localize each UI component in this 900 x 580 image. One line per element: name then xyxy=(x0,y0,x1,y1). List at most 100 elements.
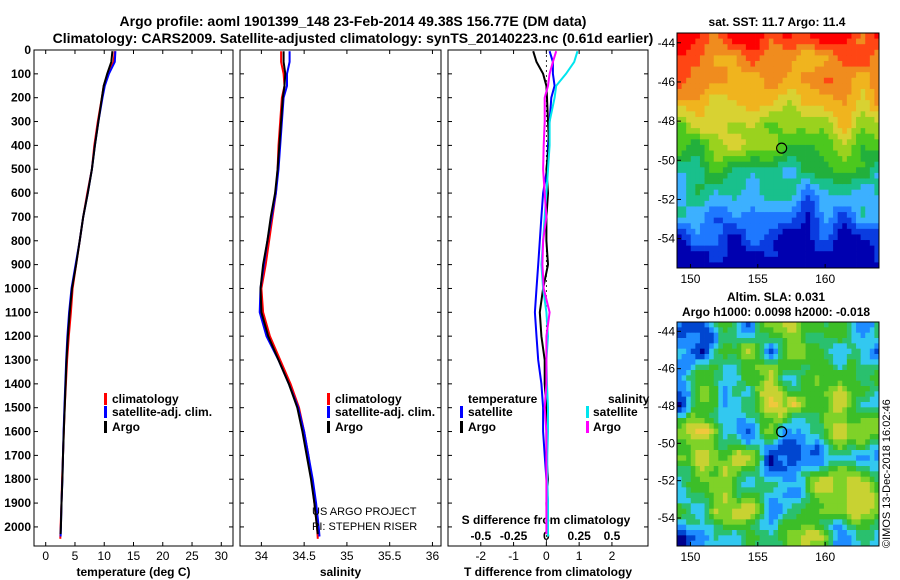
map-cell xyxy=(695,234,701,241)
map-cell xyxy=(681,412,687,419)
map-cell xyxy=(745,487,751,494)
map-cell xyxy=(713,524,719,531)
map-cell xyxy=(846,375,852,382)
map-cell xyxy=(828,195,834,202)
map-cell xyxy=(727,49,733,56)
map-cell xyxy=(819,332,825,339)
map-cell xyxy=(768,450,774,456)
map-cell xyxy=(768,508,774,515)
map-cell xyxy=(805,44,811,51)
map-cell xyxy=(828,245,834,252)
map-cell xyxy=(722,55,728,62)
map-cell xyxy=(782,439,788,446)
map-cell xyxy=(805,172,811,179)
map-cell xyxy=(828,322,834,328)
map-cell xyxy=(727,256,733,263)
map-cell xyxy=(814,466,820,472)
map-cell xyxy=(787,540,793,547)
map-cell xyxy=(823,128,829,135)
sla-map-title: Altim. SLA: 0.031 xyxy=(727,290,825,304)
map-cell xyxy=(718,535,724,542)
map-cell xyxy=(869,245,875,252)
map-cell xyxy=(810,105,816,112)
map-cell xyxy=(800,327,806,334)
map-cell xyxy=(865,251,871,258)
map-cell xyxy=(856,156,862,163)
map-cell xyxy=(695,245,701,252)
map-cell xyxy=(704,128,710,135)
map-cell xyxy=(759,498,765,504)
map-cell xyxy=(759,178,765,185)
map-cell xyxy=(690,482,696,488)
map-cell xyxy=(732,44,738,51)
map-cell xyxy=(686,206,692,213)
map-cell xyxy=(713,322,719,328)
map-cell xyxy=(764,348,770,355)
map-cell xyxy=(865,88,871,95)
map-cell xyxy=(860,256,866,263)
map-cell xyxy=(787,359,793,366)
map-cell xyxy=(782,44,788,51)
map-cell xyxy=(741,195,747,202)
map-cell xyxy=(791,359,797,366)
map-cell xyxy=(846,172,852,179)
map-cell xyxy=(677,375,682,382)
map-cell xyxy=(782,172,788,179)
map-cell xyxy=(823,206,829,213)
map-cell xyxy=(704,150,710,157)
map-cell xyxy=(736,172,742,179)
map-cell xyxy=(709,482,715,488)
map-cell xyxy=(814,139,820,146)
map-cell xyxy=(686,116,692,123)
map-cell xyxy=(699,128,705,135)
map-cell xyxy=(860,391,866,398)
map-cell xyxy=(764,139,770,146)
map-cell xyxy=(750,439,756,446)
map-cell xyxy=(681,519,687,526)
map-cell xyxy=(865,327,871,334)
map-cell xyxy=(837,156,843,163)
map-cell xyxy=(741,128,747,135)
map-cell xyxy=(773,514,779,520)
map-cell xyxy=(677,66,682,73)
map-cell xyxy=(699,111,705,118)
map-cell xyxy=(842,514,848,520)
map-cell xyxy=(741,156,747,163)
map-cell xyxy=(745,189,751,196)
map-cell xyxy=(791,508,797,515)
map-cell xyxy=(699,184,705,191)
map-cell xyxy=(810,530,816,536)
map-cell xyxy=(865,217,871,224)
map-cell xyxy=(810,111,816,118)
map-cell xyxy=(828,212,834,219)
map-cell xyxy=(814,94,820,101)
map-cell xyxy=(704,228,710,235)
map-cell xyxy=(823,535,829,542)
map-cell xyxy=(773,33,779,39)
map-cell xyxy=(736,167,742,174)
map-cell xyxy=(686,322,692,328)
map-cell xyxy=(819,150,825,157)
map-cell xyxy=(768,116,774,123)
map-cell xyxy=(677,412,682,419)
map-cell xyxy=(722,466,728,472)
map-cell xyxy=(874,128,880,135)
map-cell xyxy=(860,139,866,146)
map-cell xyxy=(686,60,692,67)
map-y-tick-label: -44 xyxy=(658,324,676,338)
map-cell xyxy=(690,327,696,334)
map-cell xyxy=(796,234,802,241)
map-cell xyxy=(773,83,779,90)
map-cell xyxy=(805,338,811,344)
map-cell xyxy=(686,217,692,224)
map-cell xyxy=(686,396,692,403)
map-cell xyxy=(828,503,834,510)
legend-swatch-argo xyxy=(327,421,330,433)
map-cell xyxy=(686,460,692,467)
map-cell xyxy=(778,359,783,366)
map-cell xyxy=(750,514,756,520)
map-y-tick-label: -48 xyxy=(658,114,676,128)
map-cell xyxy=(796,72,802,79)
map-cell xyxy=(695,530,701,536)
map-cell xyxy=(736,38,742,45)
